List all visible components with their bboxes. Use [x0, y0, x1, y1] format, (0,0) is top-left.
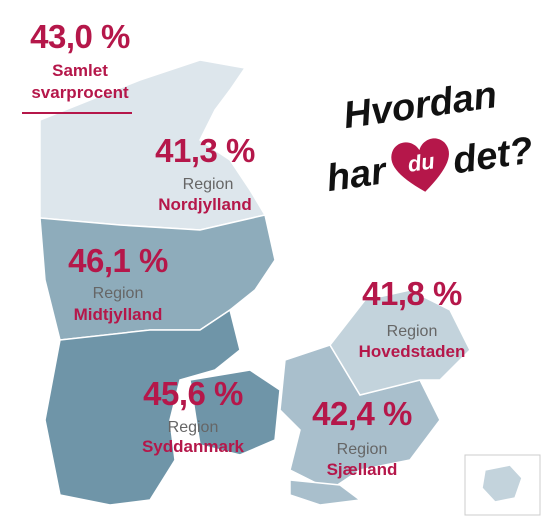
region-hovedstaden-shape [329, 289, 471, 396]
region-prefix: Region [168, 419, 219, 436]
region-value: 46,1 % [68, 242, 168, 279]
bornholm-inset [464, 454, 541, 516]
title-word: det? [450, 130, 535, 183]
region-sjaelland-lolland-shape [289, 479, 362, 506]
region-value: 41,8 % [362, 275, 462, 312]
summary-label: Samlet [52, 61, 108, 80]
region-name: Midtjylland [74, 305, 163, 324]
region-prefix: Region [387, 323, 438, 340]
heart [391, 138, 449, 192]
region-name: Hovedstaden [359, 342, 466, 361]
region-prefix: Region [337, 441, 388, 458]
summary-label: svarprocent [31, 83, 129, 102]
title-line: Hvordan [341, 74, 499, 137]
bornholm-shape [481, 464, 523, 503]
region-syddanmark-fyn-shape [189, 369, 281, 456]
title-word: har [324, 150, 391, 200]
map [39, 59, 541, 516]
region-midtjylland-shape [39, 214, 276, 341]
region-prefix: Region [183, 176, 234, 193]
region-value: 42,4 % [312, 395, 412, 432]
region-prefix: Region [93, 285, 144, 302]
region-name: Syddanmark [142, 437, 245, 456]
heart-word: du [406, 148, 437, 177]
title: Hvordan har du det? [324, 74, 536, 200]
region-name: Sjælland [327, 460, 398, 479]
region-value: 45,6 % [143, 375, 243, 412]
region-value: 41,3 % [155, 132, 255, 169]
region-syddanmark-shape [44, 308, 241, 506]
summary-value: 43,0 % [30, 18, 130, 55]
region-name: Nordjylland [158, 195, 252, 214]
